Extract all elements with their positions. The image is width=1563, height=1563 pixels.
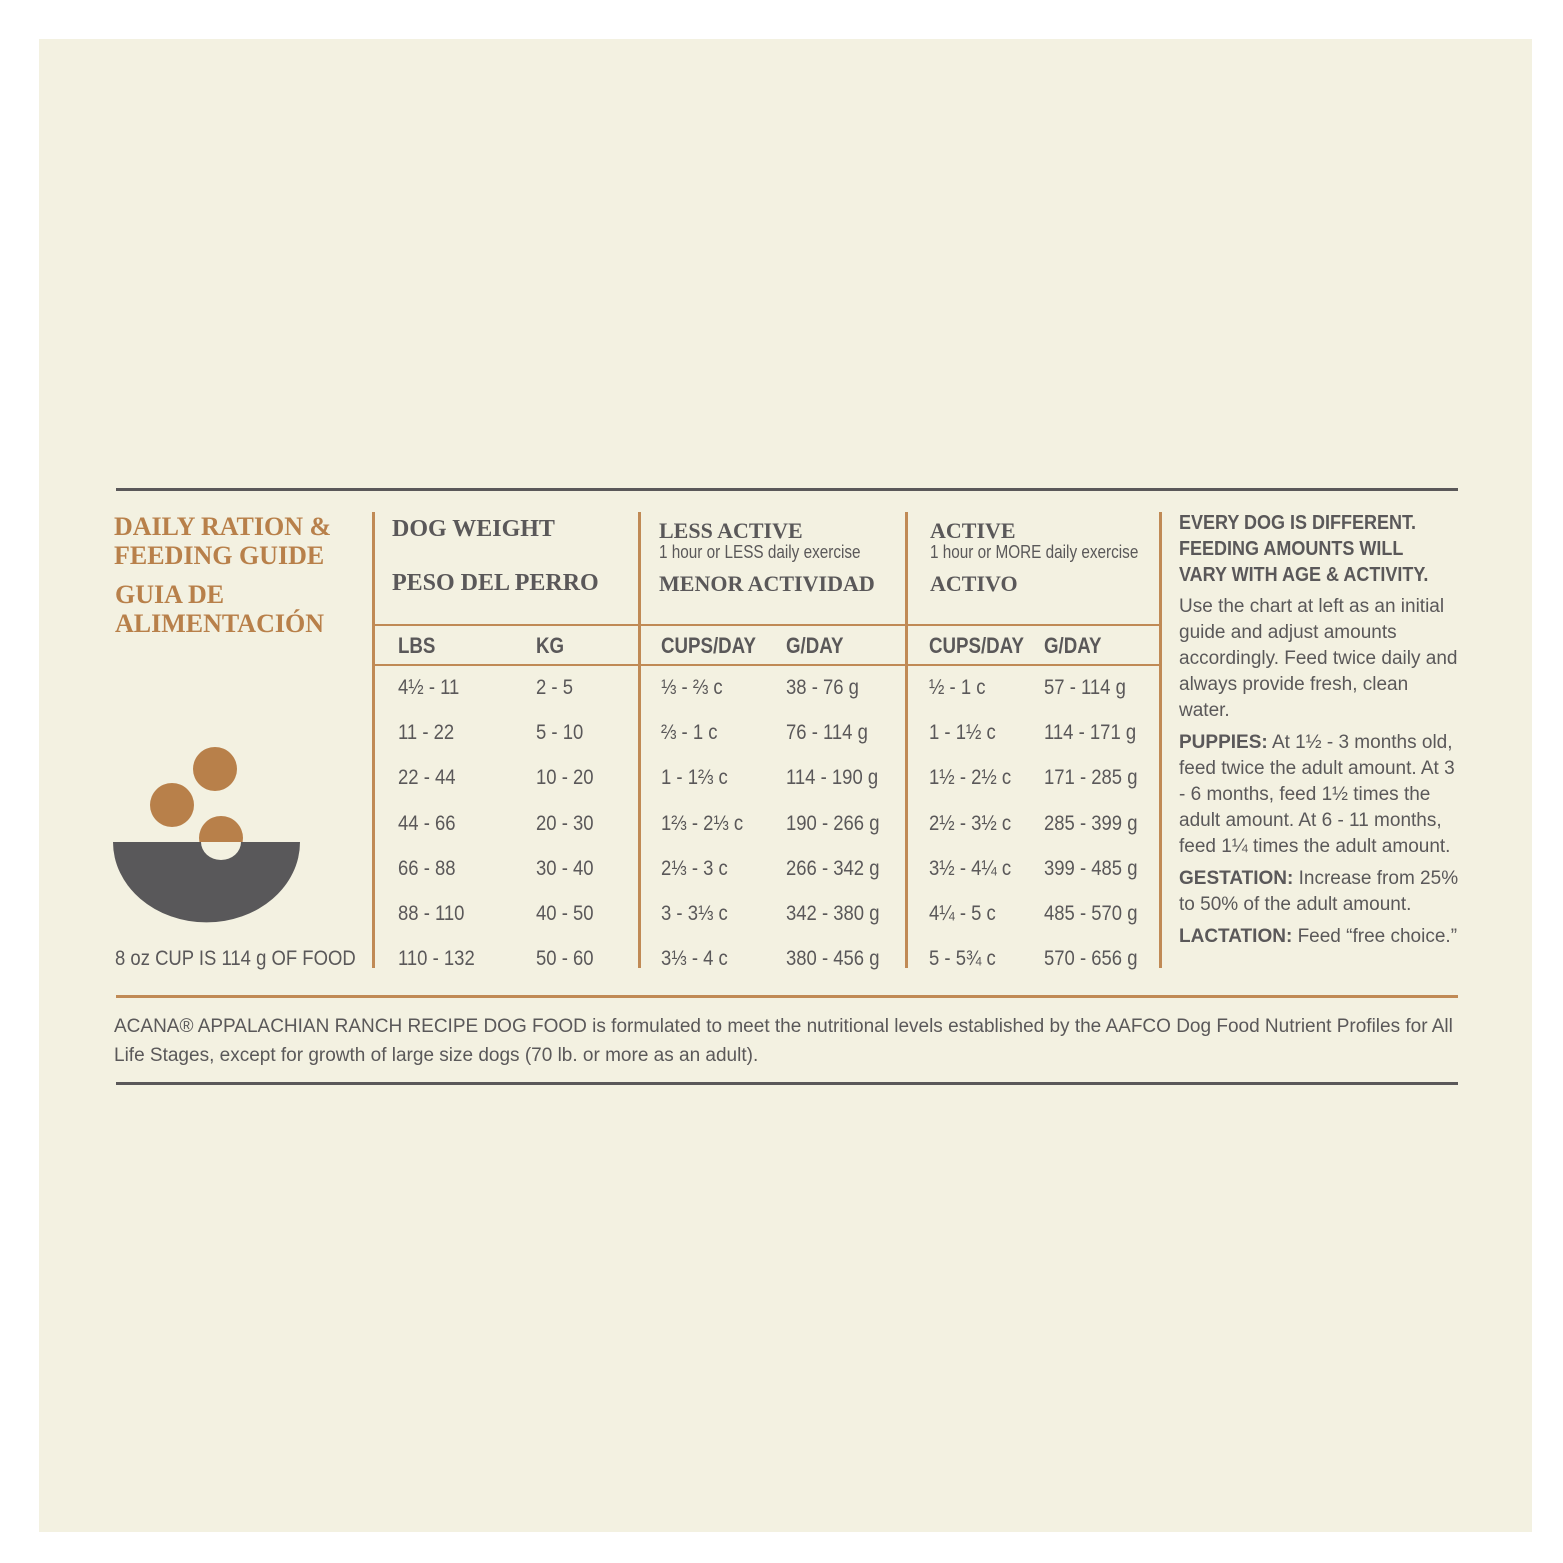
group-subtitle: 1 hour or MORE daily exercise [930,542,1139,562]
notes-intro: Use the chart at left as an initial guid… [1179,596,1458,721]
note-item: GESTATION: Increase from 25% to 50% of t… [1179,866,1464,918]
cell: 40 - 50 [536,902,594,925]
cell: 5 - 5¾ c [929,947,996,971]
top-rule [116,488,1458,491]
cell: 266 - 342 g [786,856,880,880]
title-line: FEEDING GUIDE [114,541,325,570]
note-label: GESTATION: [1179,868,1294,889]
cell: 171 - 285 g [1044,766,1138,790]
divider [638,512,641,968]
group-subtitle: 1 hour or LESS daily exercise [659,542,861,562]
heading-line: VARY WITH AGE & ACTIVITY. [1179,564,1429,586]
cell: 66 - 88 [398,856,456,880]
mid-rule [116,995,1458,998]
footer: ACANA® APPALACHIAN RANCH RECIPE DOG FOOD… [114,1016,1453,1066]
group-title: LESS ACTIVE [659,518,803,543]
cell: 76 - 114 g [786,721,868,745]
divider [372,512,375,968]
cell: 380 - 456 g [786,947,880,971]
cup-note: 8 oz CUP IS 114 g OF FOOD [115,947,356,970]
divider [1159,512,1162,968]
notes: EVERY DOG IS DIFFERENT. FEEDING AMOUNTS … [1179,510,1464,956]
group-title-es: ACTIVO [930,571,1018,596]
cell: 114 - 190 g [786,766,879,790]
cell: 4¼ - 5 c [929,902,996,925]
cell: 38 - 76 g [786,676,859,699]
cell: 3 - 3⅓ c [661,902,728,925]
title: DAILY RATION & FEEDING GUIDE [114,512,331,570]
note-label: PUPPIES: [1179,732,1268,753]
column-header: KG [536,633,565,658]
group-title: ACTIVE [930,518,1016,543]
panel [39,39,1532,1532]
note-item: LACTATION: Feed “free choice.” [1179,924,1464,950]
note-item: PUPPIES: At 1½ - 3 months old, feed twic… [1179,730,1464,860]
note-label: LACTATION: [1179,926,1293,947]
cell: 1 - 1½ c [929,721,996,745]
divider [905,512,908,968]
cell: 22 - 44 [398,766,456,790]
cell: 2⅓ - 3 c [661,856,728,880]
cell: 10 - 20 [536,766,594,790]
group-title: DOG WEIGHT [392,516,555,542]
title-line: DAILY RATION & [114,512,332,541]
cell: 30 - 40 [536,856,594,880]
group-title-es: MENOR ACTIVIDAD [659,571,875,596]
cell: 3⅓ - 4 c [661,947,728,971]
heading-line: FEEDING AMOUNTS WILL [1179,538,1404,560]
cell: 114 - 171 g [1044,721,1137,745]
cell: 50 - 60 [536,947,594,971]
cell: 1 - 1⅔ c [661,766,728,790]
bottom-rule [116,1082,1458,1085]
cell: 1½ - 2½ c [929,766,1012,790]
group-title-es: PESO DEL PERRO [392,570,599,596]
column-header: CUPS/DAY [929,633,1024,658]
cell: 88 - 110 [398,902,465,925]
cell: 4½ - 11 [398,676,460,699]
cell: 44 - 66 [398,811,456,835]
title-line: GUIA DE [115,580,225,609]
cell: 2½ - 3½ c [929,811,1012,835]
note-text: At 1½ - 3 months old, feed twice the adu… [1179,732,1455,857]
column-header: LBS [398,633,436,658]
cell: ½ - 1 c [929,676,986,699]
column-header: G/DAY [786,633,844,658]
cell: 20 - 30 [536,811,594,835]
cell: 2 - 5 [536,676,573,699]
title-es: GUIA DE ALIMENTACIÓN [115,580,324,638]
note-text: Increase from 25% to 50% of the adult am… [1179,868,1459,915]
cell: 11 - 22 [398,721,455,745]
cell: 110 - 132 [398,947,475,971]
bowl-icon [113,747,300,923]
column-header: CUPS/DAY [661,633,756,658]
cell: 1⅔ - 2⅓ c [661,811,744,835]
heading-line: EVERY DOG IS DIFFERENT. [1179,512,1417,534]
notes-heading: EVERY DOG IS DIFFERENT. FEEDING AMOUNTS … [1179,510,1436,588]
cell: 342 - 380 g [786,902,880,925]
cell: 5 - 10 [536,721,584,745]
cell: 570 - 656 g [1044,947,1138,971]
cell: ⅓ - ⅔ c [661,676,723,699]
cell: 485 - 570 g [1044,902,1138,925]
cell: ⅔ - 1 c [661,721,718,745]
header-rule [374,664,1161,666]
header-rule [374,624,1161,626]
column-header: G/DAY [1044,633,1102,658]
cell: 190 - 266 g [786,811,880,835]
cell: 399 - 485 g [1044,856,1138,880]
cell: 3½ - 4¼ c [929,856,1012,880]
cell: 57 - 114 g [1044,676,1126,699]
note-text: Feed “free choice.” [1297,926,1458,947]
title-line: ALIMENTACIÓN [115,609,324,638]
cell: 285 - 399 g [1044,811,1138,835]
